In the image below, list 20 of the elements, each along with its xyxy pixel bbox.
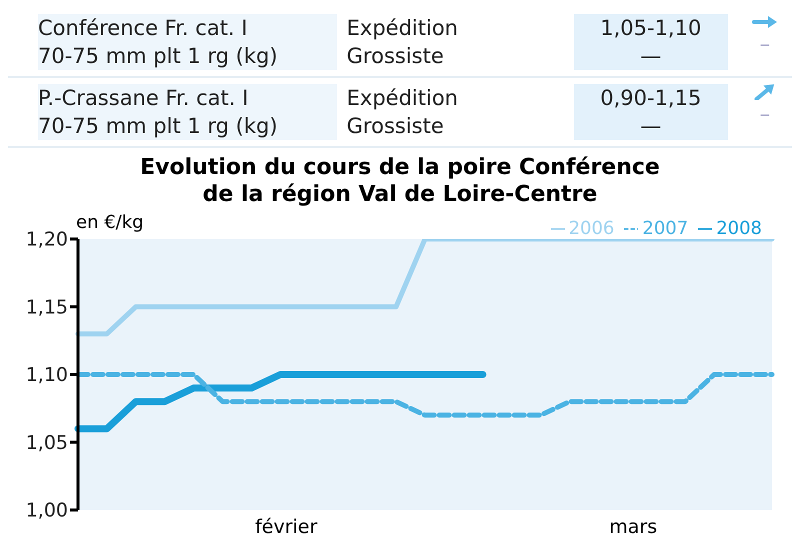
text: Expédition Grossiste: [346, 85, 459, 140]
y-tick-label: 1,15: [26, 296, 68, 318]
legend-label: 2008: [716, 218, 762, 239]
y-tick-label: 1,10: [26, 364, 68, 386]
text: 1,05-1,10 —: [574, 14, 728, 70]
legend-label: 2006: [568, 218, 614, 239]
text: Expédition Grossiste: [346, 15, 459, 70]
text: –: [758, 31, 772, 58]
y-tick-label: 1,20: [26, 228, 68, 251]
y-tick-label: 1,05: [26, 432, 68, 454]
chart-title: Evolution du cours de la poire Conférence de la région Val de Loire-Centre: [139, 154, 661, 208]
text: –: [758, 101, 772, 128]
y-axis-title: en €/kg: [76, 212, 144, 233]
text: P.-Crassane Fr. cat. I 70-75 mm plt 1 rg (kg): [38, 84, 337, 140]
text: Conférence Fr. cat. I 70-75 mm plt 1 rg (kg): [38, 14, 337, 70]
text: février: [254, 516, 318, 538]
legend-label: 2007: [642, 218, 688, 239]
y-tick-label: 1,00: [26, 500, 68, 522]
text: 0,90-1,15 —: [574, 84, 728, 140]
text: mars: [608, 516, 658, 538]
